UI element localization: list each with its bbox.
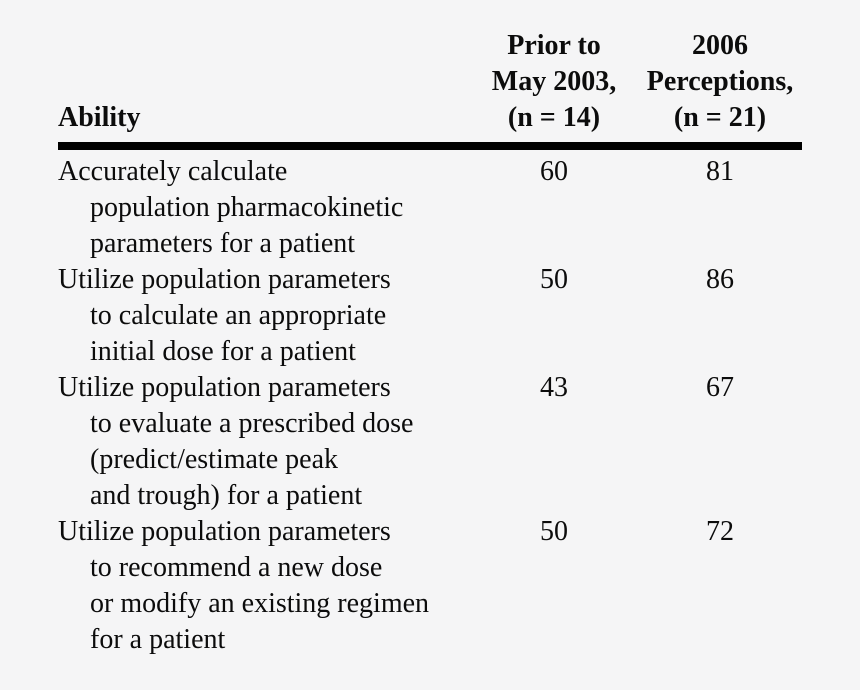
prior-value-cell: 50: [540, 516, 568, 547]
table-row: Utilize population parameters to evaluat…: [58, 370, 802, 514]
perceptions-value-cell: 67: [706, 372, 734, 403]
prior-value-cell: 50: [540, 264, 568, 295]
col-header-2006-perceptions: 2006 Perceptions, (n = 21): [638, 0, 802, 150]
table-row: Utilize population parameters to calcula…: [58, 262, 802, 370]
perceptions-value-cell: 86: [706, 264, 734, 295]
table-row: Utilize population parameters to recomme…: [58, 514, 802, 658]
table-figure: Ability Prior to May 2003, (n = 14) 2006…: [58, 0, 802, 658]
table-row: Accurately calculate population pharmaco…: [58, 146, 802, 262]
perceptions-value-cell: 81: [706, 156, 734, 187]
ability-cell: Utilize population parameters to recomme…: [58, 516, 430, 655]
ability-cell: Utilize population parameters to evaluat…: [58, 372, 414, 511]
table-body: Accurately calculate population pharmaco…: [58, 146, 802, 658]
ability-cell: Accurately calculate population pharmaco…: [58, 156, 404, 259]
col-header-prior-may-2003: Prior to May 2003, (n = 14): [470, 0, 638, 150]
col-header-ability: Ability: [58, 0, 470, 150]
ability-cell: Utilize population parameters to calcula…: [58, 264, 391, 367]
prior-value-cell: 43: [540, 372, 568, 403]
perceptions-value-cell: 72: [706, 516, 734, 547]
perceptions-table: Ability Prior to May 2003, (n = 14) 2006…: [58, 0, 802, 658]
table-header: Ability Prior to May 2003, (n = 14) 2006…: [58, 0, 802, 150]
header-row: Ability Prior to May 2003, (n = 14) 2006…: [58, 0, 802, 150]
prior-value-cell: 60: [540, 156, 568, 187]
